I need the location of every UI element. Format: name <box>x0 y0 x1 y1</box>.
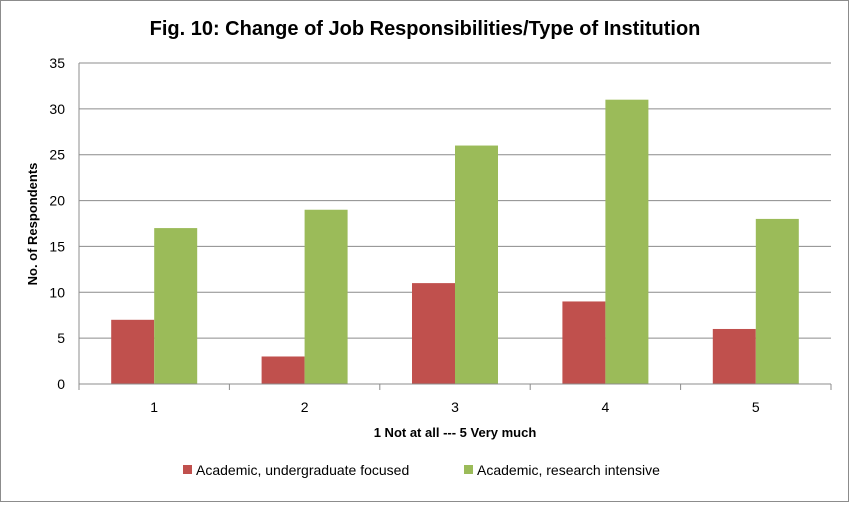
x-tick-label: 1 <box>150 399 158 415</box>
bar <box>412 283 455 384</box>
legend-swatch <box>464 465 473 474</box>
x-tick-label: 5 <box>752 399 760 415</box>
axes <box>78 63 832 390</box>
bar <box>304 209 348 384</box>
bar <box>111 319 155 384</box>
chart-title: Fig. 10: Change of Job Responsibilities/… <box>150 18 701 40</box>
x-axis-label: 1 Not at all --- 5 Very much <box>374 425 537 440</box>
y-tick-label: 10 <box>49 284 65 300</box>
x-tick-labels: 1 2 3 4 5 <box>150 399 760 415</box>
legend: Academic, undergraduate focused Academic,… <box>183 462 660 478</box>
bar <box>755 218 799 384</box>
bars <box>111 99 799 384</box>
bar <box>605 99 649 384</box>
x-tick-label: 4 <box>602 399 610 415</box>
x-tick-label: 2 <box>301 399 309 415</box>
x-tick-label: 3 <box>451 399 459 415</box>
y-tick-label: 20 <box>49 193 65 209</box>
y-tick-label: 35 <box>49 55 65 71</box>
y-tick-labels: 0 5 10 15 20 25 30 35 <box>49 55 65 392</box>
y-tick-label: 30 <box>49 101 65 117</box>
legend-swatch <box>183 465 192 474</box>
legend-label: Academic, research intensive <box>477 462 660 478</box>
y-tick-label: 0 <box>57 376 65 392</box>
bar <box>562 301 606 384</box>
y-tick-label: 15 <box>49 238 65 254</box>
legend-label: Academic, undergraduate focused <box>196 462 409 478</box>
y-tick-label: 25 <box>49 147 65 163</box>
bar <box>455 145 498 384</box>
y-axis-label: No. of Respondents <box>25 163 40 286</box>
bar <box>261 356 305 384</box>
y-tick-label: 5 <box>57 330 65 346</box>
bar <box>154 228 198 384</box>
bar <box>712 328 756 384</box>
